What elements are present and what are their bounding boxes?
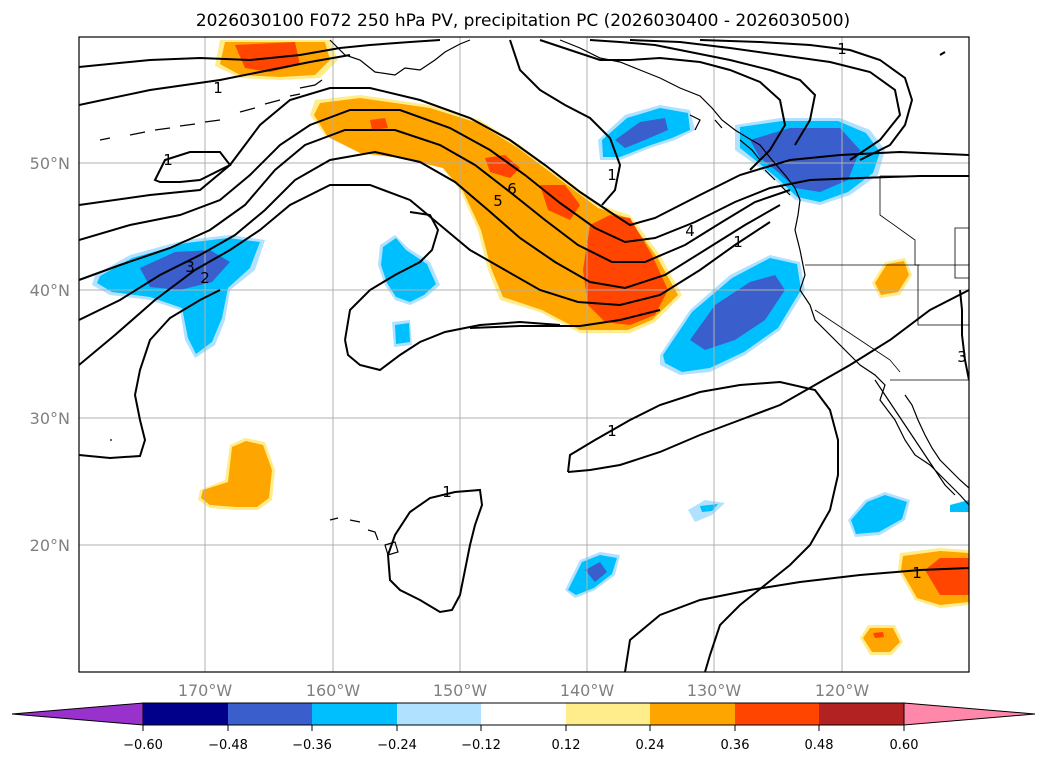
colorbar-tick-label: 0.48 bbox=[805, 738, 834, 753]
lat-label: 20°N bbox=[30, 536, 70, 555]
contour-labels: 1 1 1 1 1 1 1 1 2 3 3 4 5 6 bbox=[163, 40, 967, 582]
colorbar: −0.60 −0.48 −0.36 −0.24 −0.12 0.12 0.24 … bbox=[11, 702, 1036, 753]
map-frame bbox=[78, 36, 970, 673]
colorbar-tick-label: 0.12 bbox=[552, 738, 581, 753]
contour-label: 1 bbox=[733, 233, 743, 251]
contour-label: 6 bbox=[507, 180, 517, 198]
colorbar-swatch bbox=[397, 703, 481, 725]
longitude-labels: 170°W 160°W 150°W 140°W 130°W 120°W bbox=[178, 681, 870, 700]
lon-label: 170°W bbox=[178, 681, 233, 700]
coastlines bbox=[99, 39, 969, 556]
contour-label: 1 bbox=[912, 564, 922, 582]
colorbar-tick-label: 0.60 bbox=[890, 738, 919, 753]
colorbar-outline bbox=[142, 702, 905, 726]
colorbar-tick-label: 0.36 bbox=[721, 738, 750, 753]
lat-label: 30°N bbox=[30, 409, 70, 428]
colorbar-tick-label: 0.24 bbox=[636, 738, 665, 753]
contour-label: 4 bbox=[685, 222, 695, 240]
colorbar-swatch bbox=[819, 703, 904, 725]
colorbar-swatch bbox=[312, 703, 397, 725]
contour-label: 1 bbox=[442, 483, 452, 501]
contour-label: 1 bbox=[163, 151, 173, 169]
contour-label: 1 bbox=[213, 79, 223, 97]
lon-label: 160°W bbox=[306, 681, 361, 700]
colorbar-tick-label: −0.48 bbox=[208, 738, 248, 753]
contour-label: 1 bbox=[837, 40, 847, 58]
map-area: 1 1 1 1 1 1 1 1 2 3 3 4 5 6 bbox=[79, 37, 969, 672]
latitude-labels: 50°N 40°N 30°N 20°N bbox=[30, 154, 70, 555]
figure-title: 2026030100 F072 250 hPa PV, precipitatio… bbox=[196, 11, 850, 31]
colorbar-swatch bbox=[566, 703, 650, 725]
lon-label: 150°W bbox=[433, 681, 488, 700]
contour-label: 2 bbox=[200, 269, 210, 287]
contour-label: 5 bbox=[493, 192, 503, 210]
lat-label: 40°N bbox=[30, 281, 70, 300]
colorbar-arrow-min bbox=[11, 702, 144, 726]
colorbar-tick-label: −0.24 bbox=[377, 738, 417, 753]
colorbar-swatch bbox=[735, 703, 819, 725]
colorbar-swatch bbox=[228, 703, 312, 725]
colorbar-swatch bbox=[143, 703, 228, 725]
lon-label: 140°W bbox=[560, 681, 615, 700]
pv-contours bbox=[79, 39, 969, 672]
contour-label: 1 bbox=[607, 422, 617, 440]
lon-label: 120°W bbox=[815, 681, 870, 700]
colorbar-ticks bbox=[142, 725, 905, 731]
colorbar-tick-label: −0.12 bbox=[461, 738, 501, 753]
graticule bbox=[79, 37, 969, 672]
contour-label: 3 bbox=[185, 258, 195, 276]
colorbar-swatch bbox=[481, 703, 566, 725]
colorbar-tick-label: −0.60 bbox=[123, 738, 163, 753]
contour-label: 3 bbox=[957, 348, 967, 366]
lat-label: 50°N bbox=[30, 154, 70, 173]
colorbar-arrow-max bbox=[903, 702, 1036, 726]
colorbar-tick-label: −0.36 bbox=[292, 738, 332, 753]
contour-label: 1 bbox=[607, 166, 617, 184]
colorbar-swatch bbox=[650, 703, 735, 725]
lon-label: 130°W bbox=[687, 681, 742, 700]
